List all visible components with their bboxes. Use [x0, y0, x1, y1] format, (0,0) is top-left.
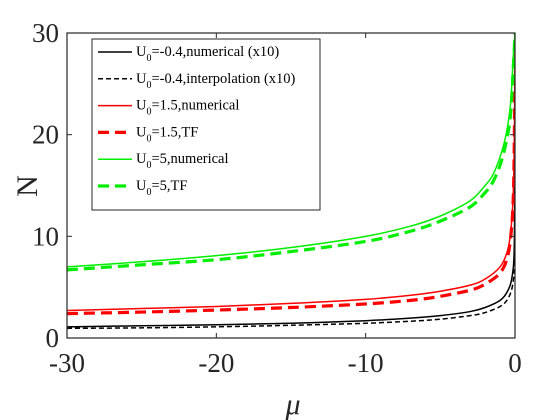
plot-area: -30 -20 -10 0 0 10 20 30 — [32, 18, 522, 378]
y-axis-label: N — [11, 175, 44, 197]
x-tick-label: -10 — [348, 348, 384, 378]
y-tick-label: 0 — [46, 323, 60, 353]
legend-box — [91, 38, 321, 211]
legend-label-2: U0=1.5,numerical — [136, 98, 239, 118]
series-line-5 — [67, 33, 515, 272]
legend-label-5: U0=5,TF — [136, 178, 187, 198]
legend-label-0: U0=-0.4,numerical (x10) — [136, 44, 279, 64]
legend-label-3: U0=1.5,TF — [136, 124, 198, 144]
x-tick-label: 0 — [508, 348, 522, 378]
series-line-2 — [67, 33, 515, 312]
y-tick-label: 20 — [32, 120, 59, 150]
series-line-1 — [67, 256, 515, 330]
series-line-3 — [67, 33, 515, 316]
series-layer — [67, 33, 515, 330]
y-tick-label: 30 — [32, 18, 59, 48]
y-tick-label: 10 — [32, 221, 59, 251]
x-tick-label: -30 — [49, 348, 85, 378]
legend-items: U0=-0.4,numerical (x10) U0=-0.4,interpola… — [98, 44, 296, 198]
legend: U0=-0.4,numerical (x10) U0=-0.4,interpola… — [91, 38, 321, 211]
legend-label-1: U0=-0.4,interpolation (x10) — [136, 71, 296, 91]
x-tick-label: -20 — [198, 348, 234, 378]
ticks-layer: -30 -20 -10 0 0 10 20 30 — [32, 18, 522, 378]
axes-box — [66, 32, 516, 339]
legend-label-4: U0=5,numerical — [136, 151, 229, 171]
series-line-0 — [67, 144, 515, 328]
x-axis-label: μ — [284, 388, 300, 420]
